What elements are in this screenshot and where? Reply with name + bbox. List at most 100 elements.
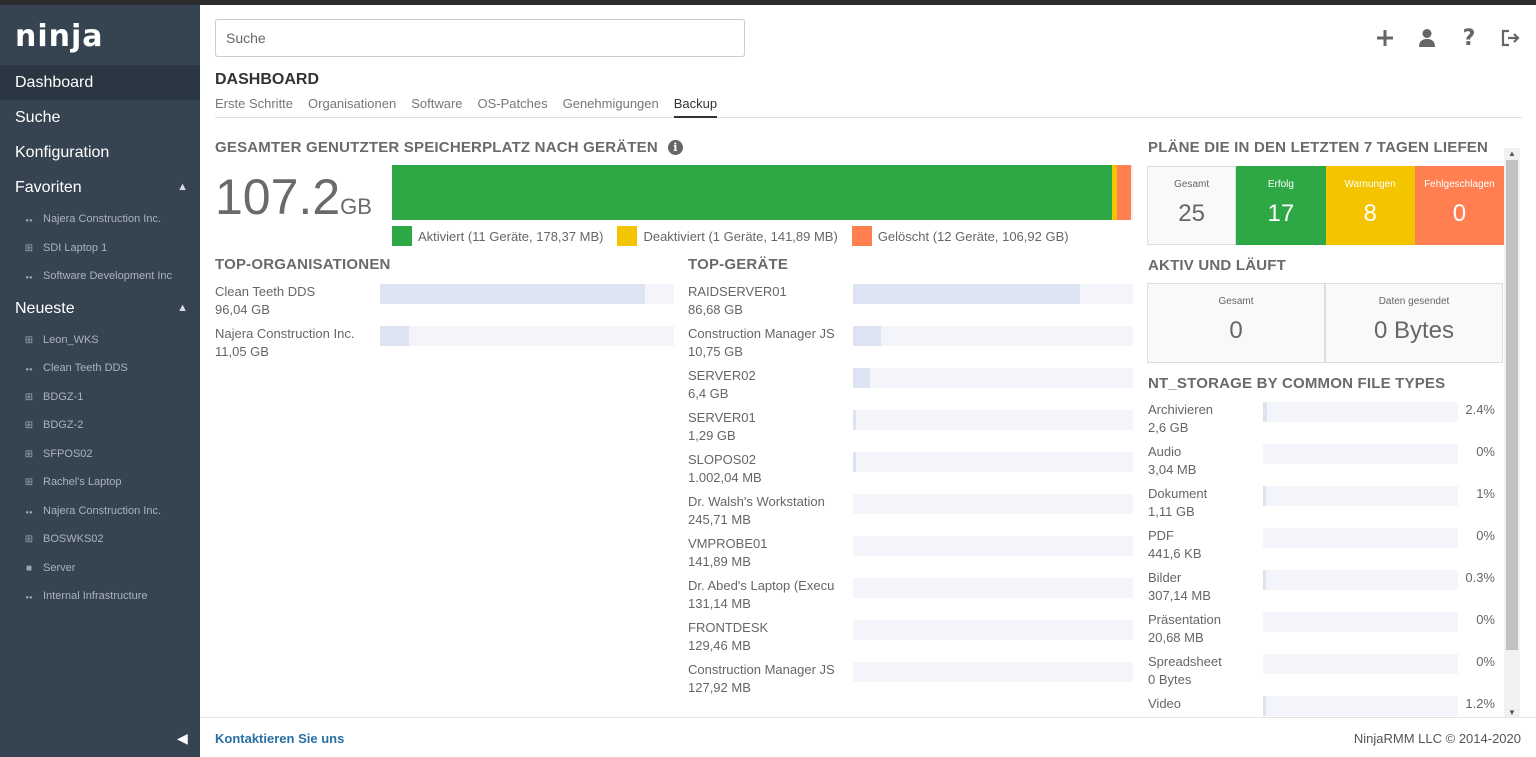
sidebar-subitem[interactable]: ⊞ Rachel's Laptop: [0, 468, 200, 497]
stat-value: 0: [1229, 317, 1243, 344]
legend-item: Gelöscht (12 Geräte, 106,92 GB): [851, 226, 1069, 246]
windows-icon: ⊞: [24, 334, 34, 346]
tab-software[interactable]: Software: [411, 96, 463, 111]
stat-label: Erfolg: [1267, 179, 1294, 190]
nav-recent-label: Neueste: [15, 299, 75, 317]
scroll-up-icon[interactable]: ▲: [1508, 149, 1516, 158]
row-bar: [380, 284, 674, 304]
row-bar: [1263, 696, 1458, 716]
list-row: PDF 441,6 KB 0%: [1148, 528, 1498, 570]
search-input[interactable]: [215, 19, 745, 57]
org-icon: ●●: [25, 275, 33, 281]
row-percent: 0%: [1476, 528, 1495, 543]
stat-label: Gesamt: [1174, 179, 1210, 190]
row-value: 86,68 GB: [688, 302, 743, 317]
row-value: 3,04 MB: [1148, 462, 1197, 477]
sidebar-subitem[interactable]: ⊞ SDI Laptop 1: [0, 234, 200, 263]
top-orgs-title: TOP-ORGANISATIONEN: [215, 256, 391, 273]
dashboard-tabs: Erste Schritte Organisationen Software OS-P…: [215, 96, 1522, 118]
sidebar-subitem[interactable]: ⊞ BDGZ-1: [0, 383, 200, 412]
sidebar-subitem[interactable]: ●● Software Development Inc: [0, 262, 200, 291]
stat-value: 0: [1452, 200, 1467, 227]
favorites-list: ●● Najera Construction Inc. ⊞ SDI Laptop 1 ●…: [0, 205, 200, 291]
row-percent: 0%: [1476, 654, 1495, 669]
list-row: SLOPOS02 1.002,04 MB: [688, 452, 1133, 494]
plus-icon[interactable]: [1374, 27, 1396, 49]
row-percent: 0%: [1476, 612, 1495, 627]
scrollbar-thumb[interactable]: [1506, 160, 1518, 650]
folder-icon: ■: [25, 562, 33, 574]
row-bar: [853, 536, 1133, 556]
sidebar-subitem[interactable]: ■ Server: [0, 554, 200, 583]
row-value: 6,4 GB: [688, 386, 729, 401]
stat-label: Gesamt: [1218, 296, 1254, 307]
nav-configuration[interactable]: Konfiguration: [15, 144, 110, 161]
chevron-up-icon[interactable]: ▲: [177, 301, 188, 314]
sidebar-subitem[interactable]: ●● Internal Infrastructure: [0, 582, 200, 611]
row-bar-fill: [1263, 570, 1266, 590]
list-row: Dokument 1,11 GB 1%: [1148, 486, 1498, 528]
row-value: 2,6 GB: [1148, 420, 1189, 435]
right-panel-scrollbar[interactable]: ▲ ▼: [1504, 148, 1520, 718]
sidebar-subitem[interactable]: ●● Clean Teeth DDS: [0, 354, 200, 383]
sidebar-subitem[interactable]: ●● Najera Construction Inc.: [0, 205, 200, 234]
legend-swatch: [851, 226, 872, 246]
row-bar-fill: [853, 410, 857, 430]
row-name: VMPROBE01: [688, 536, 768, 551]
help-icon[interactable]: ?: [1462, 25, 1476, 51]
sidebar-subitem[interactable]: ⊞ SFPOS02: [0, 440, 200, 469]
row-bar: [1263, 402, 1458, 422]
ninja-logo[interactable]: ninja: [15, 19, 104, 54]
contact-link[interactable]: Kontaktieren Sie uns: [215, 731, 345, 746]
row-bar: [1263, 612, 1458, 632]
row-bar: [853, 284, 1133, 304]
user-icon[interactable]: [1416, 27, 1438, 49]
row-bar-fill: [380, 284, 645, 304]
row-name: Construction Manager JS: [688, 326, 835, 341]
nav-favorites-label: Favoriten: [15, 179, 82, 196]
legend-label: Deaktiviert (1 Geräte, 141,89 MB): [643, 228, 838, 244]
sidebar-subitem[interactable]: ⊞ BOSWKS02: [0, 525, 200, 554]
list-row: Präsentation 20,68 MB 0%: [1148, 612, 1498, 654]
tab-genehmigungen[interactable]: Genehmigungen: [562, 96, 659, 111]
row-name: Video: [1148, 696, 1182, 711]
sidebar-subitem[interactable]: ⊞ BDGZ-2: [0, 411, 200, 440]
windows-icon: ⊞: [24, 242, 34, 254]
logout-icon[interactable]: [1500, 27, 1522, 49]
row-name: Dr. Walsh's Workstation: [688, 494, 825, 509]
sidebar-subitem-label: Najera Construction Inc.: [43, 504, 161, 517]
list-row: Audio 3,04 MB 0%: [1148, 444, 1498, 486]
windows-icon: ⊞: [24, 420, 34, 431]
tab-erste-schritte[interactable]: Erste Schritte: [215, 96, 294, 111]
stat-label: Daten gesendet: [1378, 296, 1450, 307]
nav-search[interactable]: Suche: [15, 109, 61, 126]
stat-value: 17: [1267, 200, 1295, 227]
tab-organisationen[interactable]: Organisationen: [308, 96, 397, 111]
row-value: 1,11 GB: [1148, 504, 1195, 519]
sidebar-subitem-label: BDGZ-1: [43, 390, 84, 403]
collapse-sidebar-icon[interactable]: ◀: [177, 730, 188, 746]
chevron-up-icon[interactable]: ▲: [177, 181, 188, 193]
nav-favorites[interactable]: Favoriten ▲: [0, 170, 200, 205]
row-bar-fill: [853, 452, 856, 472]
row-bar-fill: [853, 326, 881, 346]
total-storage: 107.2GB: [215, 168, 372, 226]
scroll-down-icon[interactable]: ▼: [1508, 708, 1516, 717]
org-icon: ●●: [25, 595, 33, 601]
sidebar-subitem[interactable]: ●● Najera Construction Inc.: [0, 497, 200, 526]
storage-segment: [1117, 165, 1131, 220]
info-icon[interactable]: i: [667, 140, 683, 155]
row-bar: [853, 326, 1133, 346]
nav-dashboard[interactable]: Dashboard: [0, 65, 200, 100]
row-name: Präsentation: [1148, 612, 1221, 627]
active-stats: Gesamt 0 Daten gesendet 0 Bytes: [1147, 283, 1503, 363]
nav-recent[interactable]: Neueste ▲: [0, 291, 200, 326]
sidebar-subitem[interactable]: ⊞ Leon_WKS: [0, 326, 200, 355]
stat-cell: Erfolg 17: [1236, 166, 1326, 245]
sidebar-subitem-label: Clean Teeth DDS: [43, 362, 128, 374]
tab-backup[interactable]: Backup: [673, 96, 718, 118]
row-value: 141,89 MB: [688, 554, 751, 569]
stat-cell: Fehlgeschlagen 0: [1414, 166, 1504, 245]
tab-os-patches[interactable]: OS-Patches: [477, 96, 548, 111]
legend-swatch: [617, 226, 638, 246]
